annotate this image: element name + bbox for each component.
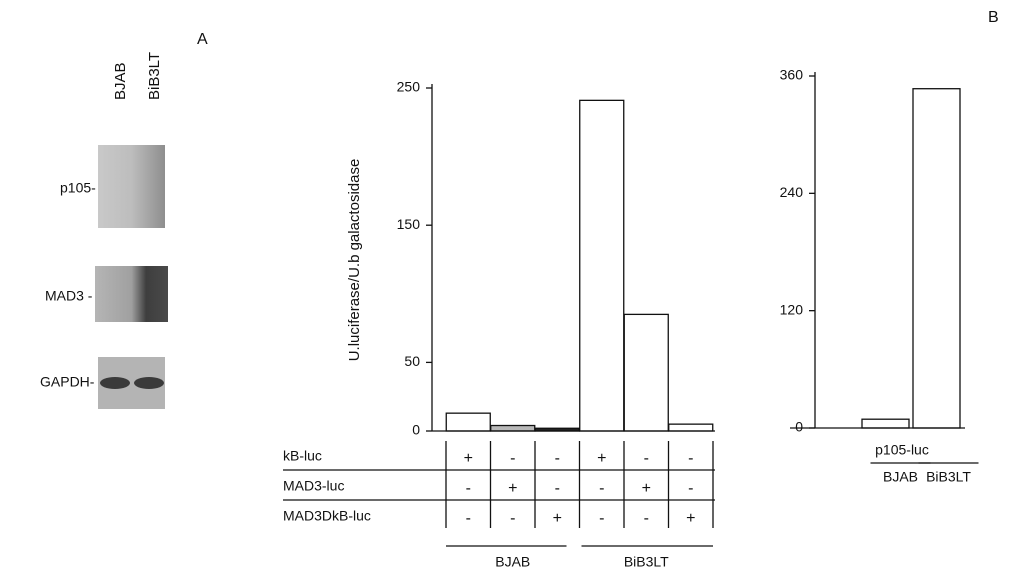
y-tick-label: 150 — [397, 216, 421, 232]
blot-row-label: MAD3 - — [45, 288, 93, 304]
blot-column-label: BJAB — [112, 62, 129, 100]
x-tick-label: BJAB — [883, 469, 918, 485]
bar — [491, 426, 535, 431]
condition-mark: + — [553, 510, 562, 527]
condition-mark: - — [510, 510, 515, 527]
condition-mark: - — [644, 510, 649, 527]
panel-label: A — [197, 31, 208, 48]
bar — [580, 100, 624, 431]
condition-mark: - — [555, 450, 560, 467]
condition-mark: - — [466, 510, 471, 527]
condition-mark: + — [464, 450, 473, 467]
condition-mark: + — [686, 510, 695, 527]
y-tick-label: 120 — [780, 301, 804, 317]
condition-label: MAD3DkB-luc — [283, 508, 371, 524]
group-label: BJAB — [495, 554, 530, 570]
y-axis-label: U.luciferase/U.b galactosidase — [346, 159, 363, 362]
figure: A B BJAB BiB3LT p105- MAD3 - GAPDH- 0 50 1… — [0, 0, 1013, 571]
condition-mark: - — [466, 480, 471, 497]
y-tick-label: 240 — [780, 184, 804, 200]
blot-band — [95, 266, 168, 322]
condition-mark: - — [644, 450, 649, 467]
condition-mark: - — [510, 450, 515, 467]
bar — [624, 314, 668, 431]
condition-mark: - — [688, 450, 693, 467]
y-tick-label: 0 — [412, 422, 420, 438]
condition-mark: - — [688, 480, 693, 497]
y-tick-label: 0 — [795, 419, 803, 435]
page: A B BJAB BiB3LT p105- MAD3 - GAPDH- 0 50 1… — [0, 0, 1013, 571]
group-label: BiB3LT — [624, 554, 669, 570]
condition-mark: + — [597, 450, 606, 467]
x-axis-label: p105-luc — [875, 442, 929, 458]
condition-label: MAD3-luc — [283, 478, 344, 494]
y-tick-label: 250 — [397, 79, 421, 95]
condition-mark: - — [599, 480, 604, 497]
condition-mark: + — [642, 480, 651, 497]
bar — [862, 419, 909, 428]
condition-mark: - — [599, 510, 604, 527]
condition-mark: - — [555, 480, 560, 497]
blot-row-label: p105- — [60, 180, 96, 196]
condition-mark: + — [508, 480, 517, 497]
blot-column-label: BiB3LT — [146, 52, 163, 100]
blot-band — [98, 145, 165, 228]
blot-row-label: GAPDH- — [40, 374, 95, 390]
bar — [669, 424, 713, 431]
bar — [446, 413, 490, 431]
blot-spot — [100, 377, 130, 389]
blot-spot — [134, 377, 164, 389]
panel-label: B — [988, 9, 999, 26]
y-tick-label: 360 — [780, 67, 804, 83]
x-tick-label: BiB3LT — [926, 469, 971, 485]
y-tick-label: 50 — [404, 353, 420, 369]
bar — [913, 89, 960, 428]
condition-label: kB-luc — [283, 448, 322, 464]
